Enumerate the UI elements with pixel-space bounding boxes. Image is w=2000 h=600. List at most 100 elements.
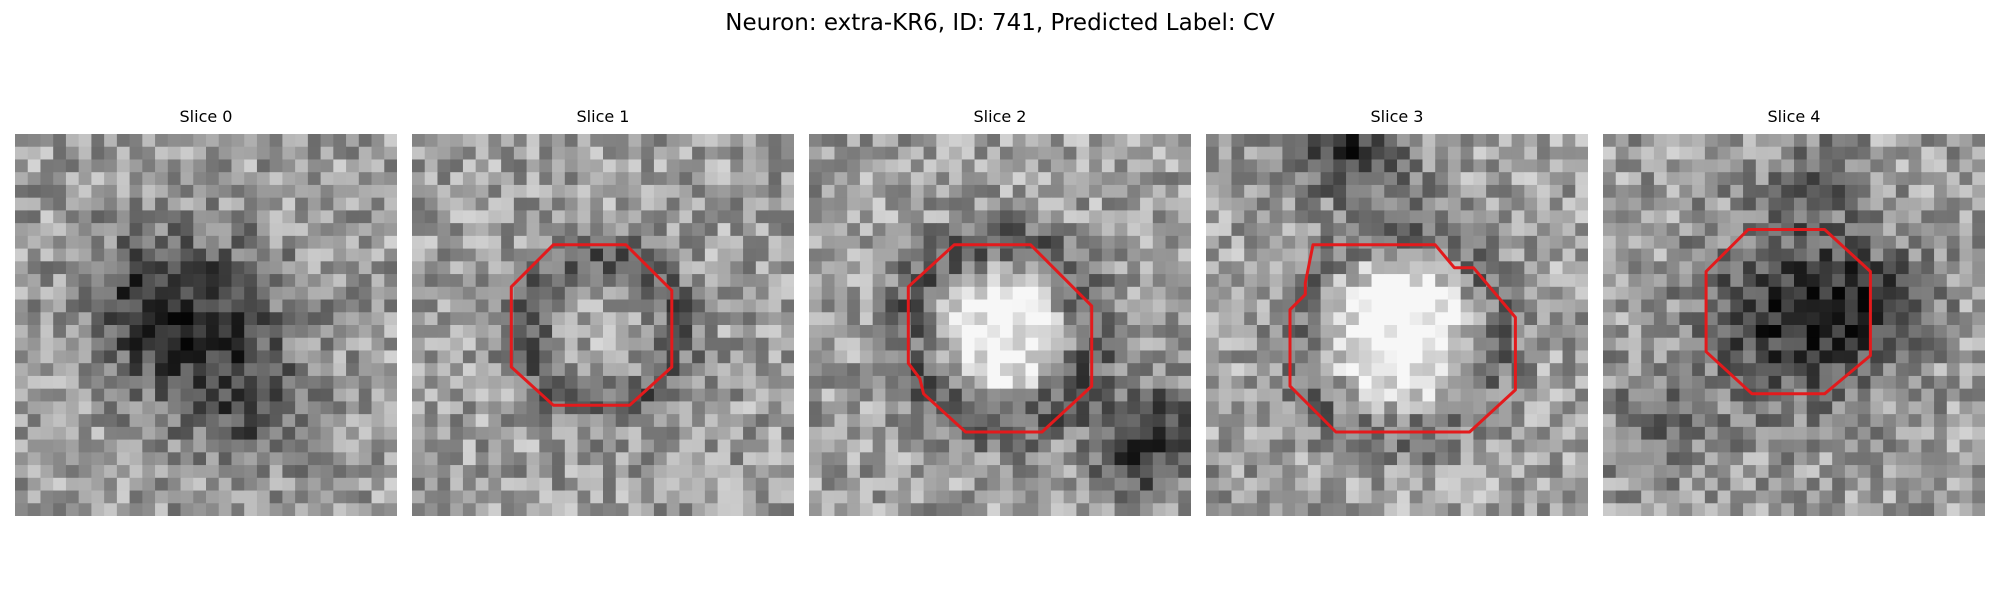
pixel-cell: [116, 490, 130, 504]
pixel-cell: [834, 503, 848, 516]
pixel-cell: [1806, 274, 1820, 288]
pixel-cell: [1127, 248, 1141, 262]
pixel-cell: [1282, 426, 1296, 440]
pixel-cell: [1282, 274, 1296, 288]
pixel-cell: [1498, 134, 1512, 148]
pixel-cell: [282, 490, 296, 504]
pixel-cell: [1486, 465, 1500, 479]
pixel-cell: [218, 312, 232, 326]
pixel-cell: [885, 261, 899, 275]
pixel-cell: [1692, 312, 1706, 326]
pixel-cell: [155, 172, 169, 186]
pixel-cell: [1076, 184, 1090, 199]
pixel-cell: [1537, 490, 1551, 504]
pixel-cell: [1397, 146, 1411, 160]
pixel-cell: [384, 363, 397, 377]
pixel-cell: [552, 465, 566, 479]
pixel-cell: [628, 452, 642, 466]
pixel-cell: [193, 439, 207, 453]
pixel-cell: [781, 325, 794, 339]
pixel-cell: [1127, 159, 1141, 173]
pixel-cell: [78, 248, 92, 262]
pixel-cell: [781, 134, 794, 148]
pixel-cell: [91, 414, 105, 428]
pixel-cell: [1603, 286, 1617, 300]
pixel-cell: [564, 439, 578, 453]
pixel-cell: [539, 337, 553, 351]
pixel-cell: [358, 299, 372, 313]
pixel-cell: [1524, 184, 1538, 199]
pixel-cell: [1114, 375, 1128, 390]
pixel-cell: [1178, 363, 1191, 377]
pixel-cell: [1819, 439, 1833, 453]
pixel-cell: [475, 248, 489, 262]
pixel-cell: [834, 375, 848, 390]
pixel-cell: [987, 172, 1001, 186]
pixel-cell: [1269, 223, 1283, 237]
pixel-cell: [371, 414, 385, 428]
pixel-cell: [155, 388, 169, 402]
pixel-cell: [218, 235, 232, 249]
pixel-cell: [1934, 248, 1948, 262]
pixel-cell: [1473, 299, 1487, 313]
pixel-cell: [910, 503, 924, 516]
pixel-cell: [936, 299, 950, 313]
pixel-cell: [475, 439, 489, 453]
pixel-cell: [704, 312, 718, 326]
pixel-cell: [1549, 286, 1563, 300]
pixel-cell: [1012, 235, 1026, 249]
pixel-cell: [1384, 490, 1398, 504]
pixel-cell: [1333, 363, 1347, 377]
pixel-cell: [1857, 477, 1871, 491]
pixel-cell: [1704, 299, 1718, 313]
pixel-cell: [116, 274, 130, 288]
pixel-cell: [615, 223, 629, 237]
pixel-cell: [1883, 414, 1897, 428]
pixel-cell: [692, 248, 706, 262]
pixel-cell: [1178, 172, 1191, 186]
pixel-cell: [1972, 439, 1985, 453]
pixel-cell: [167, 286, 181, 300]
pixel-cell: [768, 414, 782, 428]
pixel-cell: [526, 426, 540, 440]
pixel-cell: [282, 210, 296, 224]
pixel-cell: [206, 388, 220, 402]
pixel-cell: [923, 375, 937, 390]
pixel-cell: [1012, 223, 1026, 237]
pixel-cell: [1562, 426, 1576, 440]
pixel-cell: [1794, 477, 1808, 491]
pixel-cell: [384, 261, 397, 275]
pixel-cell: [1140, 146, 1154, 160]
pixel-cell: [653, 388, 668, 402]
pixel-cell: [1679, 439, 1693, 453]
pixel-cell: [1717, 261, 1731, 275]
pixel-cell: [1447, 439, 1462, 453]
pixel-cell: [1562, 388, 1576, 402]
pixel-cell: [834, 261, 848, 275]
pixel-cell: [1025, 184, 1039, 199]
pixel-cell: [704, 503, 718, 516]
pixel-cell: [590, 261, 604, 275]
pixel-cell: [1537, 172, 1551, 186]
pixel-cell: [488, 261, 502, 275]
pixel-cell: [859, 197, 874, 211]
pixel-cell: [1206, 312, 1220, 326]
pixel-cell: [1371, 325, 1385, 339]
pixel-cell: [40, 159, 54, 173]
pixel-cell: [834, 325, 848, 339]
pixel-cell: [1806, 452, 1820, 466]
pixel-cell: [1206, 350, 1220, 364]
pixel-cell: [155, 299, 169, 313]
pixel-cell: [809, 503, 823, 516]
pixel-cell: [1435, 159, 1449, 173]
pixel-cell: [1127, 350, 1141, 364]
pixel-cell: [142, 299, 156, 313]
pixel-cell: [949, 363, 963, 377]
pixel-cell: [577, 337, 591, 351]
pixel-cell: [1140, 388, 1154, 402]
pixel-cell: [936, 350, 950, 364]
pixel-cell: [1218, 235, 1232, 249]
pixel-cell: [371, 210, 385, 224]
pixel-cell: [1076, 197, 1090, 211]
pixel-cell: [755, 312, 769, 326]
